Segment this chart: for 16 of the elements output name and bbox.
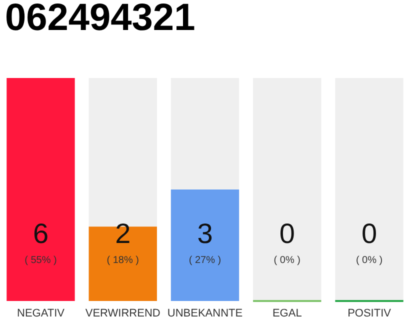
data-label: 0 bbox=[361, 218, 378, 249]
chart-title: 062494321 bbox=[5, 0, 196, 39]
data-label: 3 bbox=[197, 218, 213, 249]
annotation: ( 0% ) bbox=[356, 255, 383, 266]
annotation: ( 18% ) bbox=[106, 255, 139, 266]
annotation: ( 0% ) bbox=[274, 255, 300, 266]
x-tick-label: NEGATIV bbox=[16, 308, 66, 320]
x-tick-label: EGAL bbox=[272, 308, 302, 320]
data-label: 6 bbox=[32, 218, 49, 249]
x-tick-label: UNBEKANNTE bbox=[167, 308, 243, 320]
annotation: ( 55% ) bbox=[24, 255, 57, 266]
data-label: 2 bbox=[115, 218, 131, 249]
x-tick-label: VERWIRREND bbox=[85, 308, 160, 320]
x-tick-label: POSITIV bbox=[348, 308, 392, 320]
annotation: ( 27% ) bbox=[188, 255, 222, 266]
data-label: 0 bbox=[279, 218, 295, 249]
